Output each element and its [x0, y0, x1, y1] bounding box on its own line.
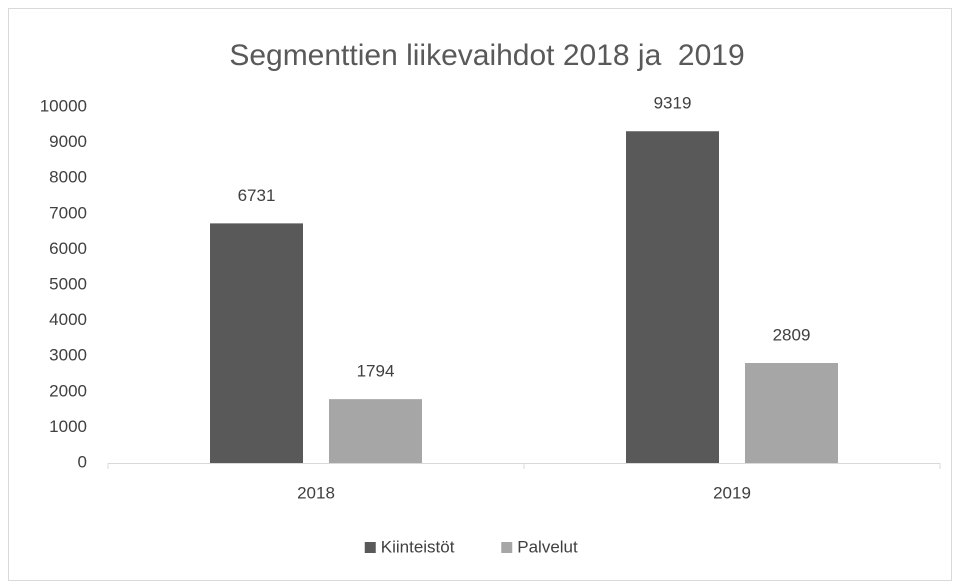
data-label: 6731 [238, 186, 276, 205]
x-tick-label: 2019 [713, 483, 751, 502]
y-tick-label: 1000 [49, 417, 87, 436]
y-tick-label: 3000 [49, 346, 87, 365]
bar [745, 362, 838, 463]
legend-swatch [364, 542, 376, 553]
legend-label: Palvelut [517, 537, 578, 556]
y-tick-label: 10000 [40, 96, 87, 115]
chart-border [8, 8, 952, 581]
bar [329, 399, 422, 463]
chart-title: Segmenttien liikevaihdot 2018 ja 2019 [229, 39, 744, 72]
y-tick-label: 9000 [49, 132, 87, 151]
legend-swatch [501, 542, 513, 553]
bar [210, 223, 303, 463]
y-tick-label: 8000 [49, 168, 87, 187]
data-label: 1794 [357, 362, 395, 381]
y-tick-label: 2000 [49, 381, 87, 400]
data-label: 9319 [654, 94, 692, 113]
y-tick-label: 7000 [49, 203, 87, 222]
y-tick-label: 6000 [49, 239, 87, 258]
y-tick-label: 4000 [49, 310, 87, 329]
y-tick-label: 0 [78, 452, 87, 471]
bar [626, 131, 719, 464]
x-tick-label: 2018 [297, 483, 335, 502]
legend-label: Kiinteistöt [381, 537, 455, 556]
data-label: 2809 [773, 325, 811, 344]
y-tick-label: 5000 [49, 274, 87, 293]
